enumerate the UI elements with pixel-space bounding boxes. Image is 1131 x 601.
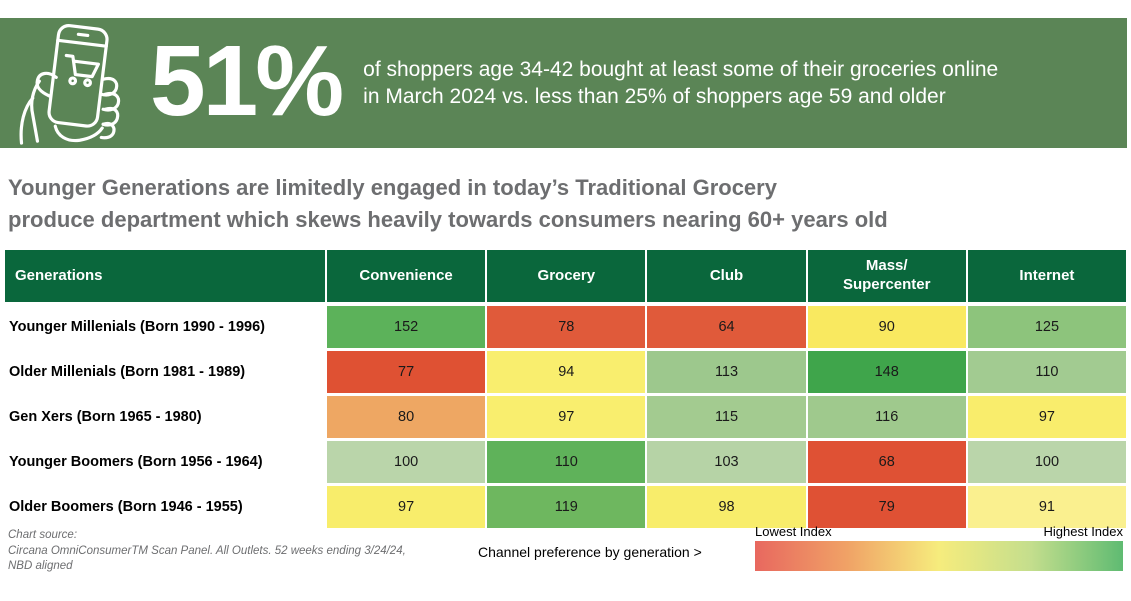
legend-labels: Lowest Index Highest Index: [755, 524, 1123, 539]
heatmap-table: Generations Convenience Grocery Club Mas…: [5, 250, 1127, 528]
row-label: Older Millenials (Born 1981 - 1989): [5, 351, 325, 393]
chart-source-line1: Chart source:: [8, 529, 78, 541]
column-header-internet: Internet: [967, 250, 1127, 302]
table-row: Gen Xers (Born 1965 - 1980) 80 97 115 116 97: [5, 396, 1127, 438]
heatmap-cell: 98: [647, 486, 806, 528]
heatmap-cell: 100: [967, 441, 1127, 483]
row-label: Younger Boomers (Born 1956 - 1964): [5, 441, 325, 483]
heatmap-cell: 97: [487, 396, 646, 438]
heatmap-cell: 100: [327, 441, 486, 483]
row-label: Gen Xers (Born 1965 - 1980): [5, 396, 325, 438]
heatmap-cell: 94: [487, 351, 646, 393]
column-header-mass-supercenter: Mass/ Supercenter: [807, 250, 966, 302]
table-row: Older Millenials (Born 1981 - 1989) 77 94 1…: [5, 351, 1127, 393]
heatmap-cell: 125: [967, 306, 1127, 348]
hand-holding-phone-shopping-cart-icon: [0, 18, 150, 148]
stat-banner: 51% of shoppers age 34-42 bought at leas…: [0, 18, 1127, 148]
table-row: Younger Boomers (Born 1956 - 1964) 100 110…: [5, 441, 1127, 483]
column-header-generations: Generations: [5, 250, 325, 302]
index-legend: Lowest Index Highest Index: [755, 524, 1123, 575]
heatmap-header-row: Generations Convenience Grocery Club Mas…: [5, 250, 1127, 302]
stat-description-line1: of shoppers age 34-42 bought at least so…: [363, 57, 999, 81]
heatmap-cell: 116: [807, 396, 966, 438]
heatmap-cell: 68: [807, 441, 966, 483]
stat-description: of shoppers age 34-42 bought at least so…: [363, 56, 998, 111]
heatmap-cell: 103: [647, 441, 806, 483]
heatmap-cell: 79: [807, 486, 966, 528]
heatmap-cell: 64: [647, 306, 806, 348]
table-row: Older Boomers (Born 1946 - 1955) 97 119 98 7…: [5, 486, 1127, 528]
heatmap-cell: 110: [967, 351, 1127, 393]
heatmap-cell: 148: [807, 351, 966, 393]
heatmap-cell: 77: [327, 351, 486, 393]
row-label: Older Boomers (Born 1946 - 1955): [5, 486, 325, 528]
heatmap-cell: 91: [967, 486, 1127, 528]
heatmap-cell: 97: [967, 396, 1127, 438]
heatmap-cell: 113: [647, 351, 806, 393]
heatmap-cell: 78: [487, 306, 646, 348]
heatmap-cell: 80: [327, 396, 486, 438]
column-header-convenience: Convenience: [327, 250, 486, 302]
chart-source-line3: NBD aligned: [8, 560, 73, 573]
heatmap-cell: 115: [647, 396, 806, 438]
heatmap-cell: 110: [487, 441, 646, 483]
legend-lowest-label: Lowest Index: [755, 524, 832, 539]
footer: Chart source: Circana OmniConsumerTM Sca…: [8, 524, 1123, 575]
heatmap-cell: 119: [487, 486, 646, 528]
table-row: Younger Millenials (Born 1990 - 1996) 152…: [5, 306, 1127, 348]
chart-source: Chart source: Circana OmniConsumerTM Sca…: [8, 524, 478, 575]
page-title: Younger Generations are limitedly engage…: [8, 172, 1108, 236]
column-header-club: Club: [647, 250, 806, 302]
legend-highest-label: Highest Index: [1043, 524, 1124, 539]
chart-source-line2: Circana OmniConsumerTM Scan Panel. All O…: [8, 544, 406, 557]
page-title-line1: Younger Generations are limitedly engage…: [8, 175, 777, 200]
legend-caption: Channel preference by generation >: [478, 544, 702, 561]
stat-value: 51%: [150, 25, 344, 137]
column-header-grocery: Grocery: [487, 250, 646, 302]
heatmap-cell: 152: [327, 306, 486, 348]
page-title-line2: produce department which skews heavily t…: [8, 206, 888, 232]
heatmap-body: Younger Millenials (Born 1990 - 1996) 152…: [5, 306, 1127, 528]
stat-description-line2: in March 2024 vs. less than 25% of shopp…: [363, 85, 946, 108]
legend-gradient-bar: [755, 541, 1123, 571]
row-label: Younger Millenials (Born 1990 - 1996): [5, 306, 325, 348]
heatmap-cell: 90: [807, 306, 966, 348]
heatmap-cell: 97: [327, 486, 486, 528]
